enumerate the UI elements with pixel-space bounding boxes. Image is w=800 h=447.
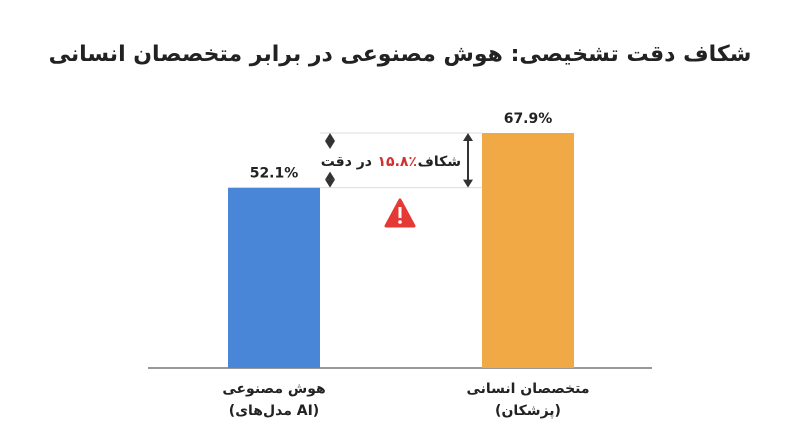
x-tick-label: هوش مصنوعی (222, 381, 325, 397)
value-label: 52.1% (250, 166, 299, 182)
warning-icon (384, 198, 416, 228)
x-tick-label: (پزشکان) (495, 403, 561, 419)
annotation: در دقت (321, 154, 372, 170)
arrow-head (463, 179, 473, 188)
annotation-highlight: ۱۵.۸٪ (378, 154, 418, 170)
arrow-head (325, 133, 335, 141)
value-label: 67.9% (504, 111, 553, 127)
arrow-head (325, 171, 335, 180)
arrow-head (325, 141, 335, 149)
x-tick-label: (مدل‌های AI) (229, 403, 319, 419)
arrow-head (463, 133, 473, 141)
annotation: شکاف (418, 154, 461, 170)
chart-title: شکاف دقت تشخیصی: هوش مصنوعی در برابر متخ… (49, 42, 752, 67)
bar (228, 187, 320, 368)
arrow-head (325, 179, 335, 188)
x-tick-label: متخصصان انسانی (466, 381, 589, 397)
bar (482, 133, 574, 368)
